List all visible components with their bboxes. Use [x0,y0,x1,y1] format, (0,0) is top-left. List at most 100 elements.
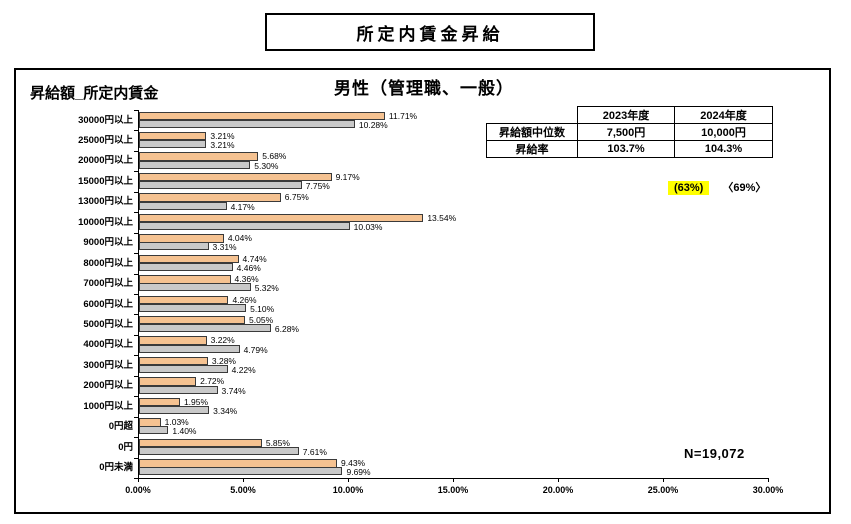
bar-orange-bar [139,397,180,407]
bar-orange-bar [139,459,338,468]
bar-gray-bar [139,426,169,435]
category-label: 4000円以上 [83,339,133,351]
bar-value-label: 5.10% [250,303,275,314]
page-title: 所定内賃金昇給 [356,24,504,44]
y-axis-tick [134,253,138,255]
bar-value-label: 9.69% [346,467,371,478]
bar-value-label: 1.03% [164,417,189,428]
secondary-percentage: 〈69%〉 [722,182,767,194]
x-tick-label: 5.00% [230,485,256,495]
bar-gray-bar [139,324,271,333]
x-tick-label: 25.00% [647,485,679,495]
bar-gray-bar [139,201,227,210]
bar-orange-bar [139,356,208,366]
y-axis-tick [134,130,138,132]
category-label: 9000円以上 [83,237,133,249]
summary-table: 2023年度 2024年度 昇給額中位数 7,500円 10,000円 昇給率 … [486,106,773,158]
x-axis-tick [348,478,349,482]
x-axis-tick [243,478,244,482]
bar-value-label: 3.74% [221,385,246,396]
bar-value-label: 4.17% [230,201,255,212]
category-label: 30000円以上 [78,114,133,126]
category-label: 20000円以上 [78,155,133,167]
bar-gray-bar [139,262,233,271]
bar-orange-bar [139,213,424,223]
bar-value-label: 7.61% [302,446,327,457]
bar-orange-bar [139,336,207,345]
table-row-median: 昇給額中位数 7,500円 10,000円 [486,123,773,141]
bar-value-label: 10.28% [358,119,388,130]
bar-value-label: 9.43% [341,458,366,469]
category-label: 3000円以上 [83,359,133,371]
annotation-group: (63%) 〈69%〉 [668,179,766,195]
x-tick-label: 0.00% [125,485,151,495]
table-cell-median-2024: 10,000円 [674,123,773,141]
bar-orange-bar [139,111,385,120]
chart-axis-caption: 昇給額_所定内賃金 [30,85,159,102]
bar-value-label: 2.72% [200,376,225,387]
bar-orange-bar [139,418,161,427]
bar-orange-bar [139,172,332,182]
bar-gray-bar [139,446,299,455]
bar-gray-bar [139,140,207,149]
bar-value-label: 4.74% [242,253,267,264]
bar-orange-bar [139,315,246,325]
bar-chart-plot-area: 11.71% 10.28% 3.21% 3.21% 5.68% 5.30% 9.17% 7.7… [138,110,769,479]
highlighted-percentage: (63%) [668,181,710,195]
bar-gray-bar [139,283,251,292]
y-axis-tick [134,212,138,214]
y-axis-tick [134,294,138,295]
category-label: 2000円以上 [83,380,133,392]
bar-gray-bar [139,385,218,394]
x-tick-label: 20.00% [542,485,574,495]
y-axis-tick [134,416,138,418]
table-cell-rate-2023: 103.7% [577,140,675,158]
bar-gray-bar [139,406,210,415]
bar-orange-bar [139,438,262,448]
bar-value-label: 1.95% [183,396,209,407]
bar-orange-bar [139,152,259,161]
bar-value-label: 4.36% [234,274,259,285]
bar-value-label: 6.75% [284,192,309,203]
bar-value-label: 3.31% [212,242,237,253]
bar-value-label: 9.17% [335,171,360,182]
bar-value-label: 13.54% [427,212,457,223]
y-axis-tick [134,191,138,193]
y-axis-tick [134,110,138,111]
category-label: 7000円以上 [83,278,133,290]
category-label: 15000円以上 [78,175,133,187]
bar-gray-bar [139,303,247,312]
main-panel: 昇給額_所定内賃金 男性（管理職、一般） 2023年度 2024年度 昇給額中位… [14,68,831,514]
bar-value-label: 11.71% [388,110,418,121]
x-axis-tick [138,478,139,482]
bar-value-label: 1.40% [172,426,197,437]
category-label: 10000円以上 [78,216,133,228]
bar-value-label: 3.22% [210,335,235,346]
bar-value-label: 5.05% [249,314,274,325]
table-cell-rate-2024: 104.3% [674,140,773,158]
y-axis-tick [134,375,138,377]
bar-orange-bar [139,131,207,141]
bar-value-label: 4.46% [236,262,261,273]
x-tick-label: 30.00% [752,485,784,495]
y-axis-tick [134,232,138,234]
bar-gray-bar [139,467,343,476]
y-axis-tick [134,478,138,479]
bar-gray-bar [139,365,228,374]
bar-value-label: 4.26% [232,294,257,305]
bar-value-label: 5.32% [254,283,279,294]
y-axis-tick [134,273,138,275]
table-row-label-rate: 昇給率 [486,140,578,158]
bar-orange-bar [139,254,239,264]
bar-gray-bar [139,344,240,353]
x-tick-label: 15.00% [437,485,469,495]
bar-value-label: 5.68% [262,151,287,162]
y-axis-tick [134,355,138,357]
category-label: 13000円以上 [78,196,133,208]
y-axis-tick [134,457,138,459]
bar-gray-bar [139,119,355,128]
sample-size-label: N=19,072 [684,446,745,461]
chart-title: 男性（管理職、一般） [334,79,514,98]
bar-value-label: 7.75% [305,181,330,192]
bar-orange-bar [139,193,281,202]
